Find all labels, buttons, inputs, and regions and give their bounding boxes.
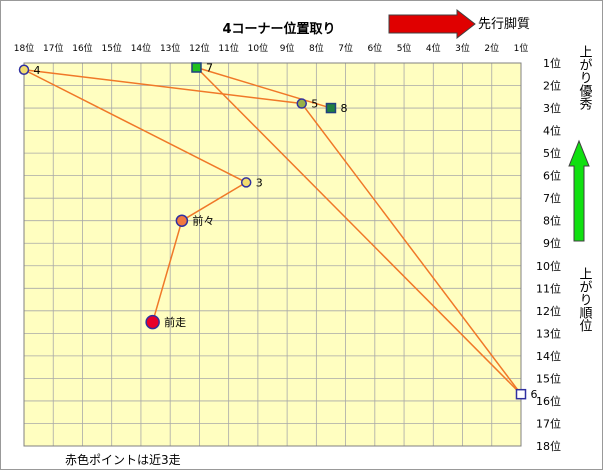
- y-tick-label: 6位: [543, 169, 561, 183]
- x-tick-label: 13位: [160, 42, 180, 54]
- x-tick-label: 10位: [248, 42, 268, 54]
- y-tick-label: 5位: [543, 146, 561, 160]
- chart-title: 4コーナー位置取り: [222, 21, 335, 37]
- connector-line: [196, 66, 332, 109]
- connector-line: [195, 66, 522, 395]
- y-tick-label: 18位: [536, 439, 561, 453]
- y-tick-label: 15位: [536, 371, 561, 385]
- data-point-label: 7: [206, 62, 213, 75]
- x-tick-label: 7位: [338, 42, 353, 54]
- x-tick-label: 16位: [72, 42, 92, 54]
- y-tick-label: 16位: [536, 394, 561, 408]
- annotation-footer: 赤色ポイントは近3走: [65, 453, 181, 467]
- data-point-marker: [191, 62, 202, 73]
- plot-area: 18位 17位 16位 15位 14位 13位 12位 11位 10位 9位 8位 7位 6位 5位 4位 3…: [14, 42, 561, 453]
- connector-line: [151, 220, 183, 323]
- y-tick-label: 9位: [543, 236, 561, 250]
- x-tick-label: 8位: [309, 42, 324, 54]
- y-tick-label: 7位: [543, 191, 561, 205]
- x-tick-label: 5位: [397, 42, 412, 54]
- data-point-marker: [18, 64, 30, 76]
- x-tick-label: 14位: [131, 42, 151, 54]
- data-point-marker: [240, 177, 252, 188]
- y-tick-label: 8位: [543, 214, 561, 228]
- y-tick-label: 17位: [536, 416, 561, 430]
- x-tick-label: 18位: [14, 42, 34, 54]
- connector-line: [301, 103, 522, 395]
- y-tick-label: 11位: [536, 281, 561, 295]
- data-point-label: 前々: [192, 214, 214, 228]
- x-tick-label: 4位: [426, 42, 441, 54]
- y-tick-label: 2位: [543, 79, 561, 93]
- x-tick-label: 11位: [218, 42, 238, 54]
- connector-line: [23, 69, 247, 184]
- data-point-label: 前走: [164, 315, 186, 329]
- connector-line: [23, 69, 302, 105]
- data-point-marker: [175, 214, 189, 227]
- x-tick-label: 9位: [280, 42, 295, 54]
- y-tick-label: 4位: [543, 124, 561, 138]
- data-point-label: 4: [34, 64, 41, 77]
- x-tick-label: 6位: [367, 42, 382, 54]
- y-tick-label: 14位: [536, 349, 561, 363]
- y-tick-label: 3位: [543, 101, 561, 115]
- data-point-marker: [515, 388, 527, 400]
- x-tick-label: 1位: [514, 42, 529, 54]
- plot-background: [24, 63, 521, 446]
- data-point-marker: [296, 98, 307, 109]
- y-tick-label: 1位: [543, 56, 561, 70]
- x-tick-label: 12位: [189, 42, 209, 54]
- data-point-marker: [145, 314, 160, 330]
- x-tick-label: 2位: [484, 42, 499, 54]
- connector-line: [181, 181, 247, 222]
- data-point-marker: [325, 102, 337, 114]
- data-point-label: 6: [531, 388, 538, 401]
- x-tick-label: 3位: [455, 42, 470, 54]
- data-point-label: 3: [256, 176, 263, 189]
- annotation-agari-yuushuu: 上がり優秀: [577, 45, 593, 111]
- y-axis-title: 上がり順位: [577, 267, 593, 332]
- data-point-label: 8: [340, 102, 347, 115]
- x-tick-label: 17位: [43, 42, 63, 54]
- x-tick-label: 15位: [101, 42, 121, 54]
- data-point-label: 5: [311, 98, 318, 111]
- y-tick-label: 12位: [536, 304, 561, 318]
- y-tick-label: 13位: [536, 326, 561, 340]
- plot-border: [23, 62, 522, 447]
- red-arrow-icon: [388, 8, 476, 40]
- y-tick-label: 10位: [536, 259, 561, 273]
- green-arrow-icon: [568, 139, 590, 242]
- annotation-senkou: 先行脚質: [478, 16, 530, 32]
